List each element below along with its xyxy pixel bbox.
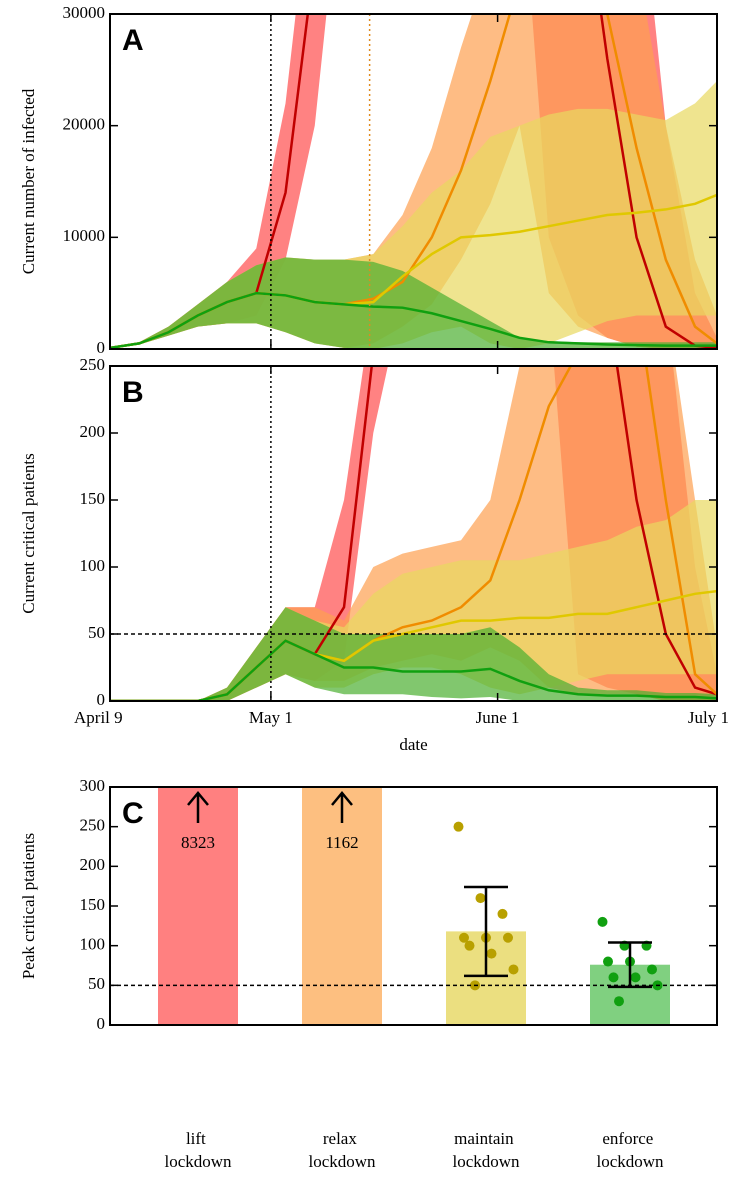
y-tick-label: 250: [80, 816, 106, 835]
plot-area: [110, 366, 717, 701]
y-tick-label: 30000: [63, 3, 106, 22]
data-label: 8323: [181, 833, 215, 852]
y-tick-label: 150: [80, 489, 106, 508]
panel-letter: B: [122, 376, 144, 409]
data-point: [608, 972, 619, 983]
data-point: [647, 964, 657, 975]
band: [110, 257, 717, 349]
data-point: [453, 821, 464, 832]
data-label: 1162: [325, 833, 358, 852]
data-point: [497, 908, 508, 919]
y-tick-label: 150: [80, 895, 106, 914]
data-point: [464, 940, 475, 951]
x-tick-label: June 1: [476, 708, 520, 727]
data-point: [614, 996, 624, 1007]
y-tick-label: 200: [80, 422, 106, 441]
y-axis-label: Peak critical ptatients: [19, 833, 38, 979]
x-tick-label: lift lockdown: [164, 1129, 232, 1171]
x-tick-label: relax lockdown: [308, 1129, 376, 1171]
panel-letter: A: [122, 24, 144, 57]
error-bar: [464, 885, 508, 978]
axes-frame: [109, 13, 718, 350]
y-tick-label: 0: [97, 1014, 106, 1033]
data-point: [630, 972, 641, 983]
axes-frame: [109, 365, 718, 702]
plot-area: [158, 787, 670, 1025]
plot-area: [110, 14, 717, 349]
y-tick-label: 20000: [63, 115, 106, 134]
median-line: [110, 291, 717, 349]
data-point: [603, 956, 613, 967]
y-axis-label: Current number of infected: [19, 88, 38, 274]
y-tick-label: 100: [80, 556, 106, 575]
data-point: [508, 964, 519, 975]
off-scale-arrow: [331, 791, 353, 823]
x-tick-label: maintain lockdown: [452, 1129, 520, 1171]
y-tick-label: 0: [97, 690, 106, 709]
x-tick-label: July 1: [688, 708, 729, 727]
x-tick-label: May 1: [249, 708, 293, 727]
y-tick-label: 300: [80, 776, 106, 795]
data-point: [459, 932, 469, 943]
y-tick-label: 50: [88, 623, 105, 642]
panel-letter: C: [122, 797, 144, 830]
error-bar: [608, 941, 652, 989]
y-tick-label: 200: [80, 855, 106, 874]
y-axis-label: Current critical patients: [19, 453, 38, 614]
y-tick-label: 250: [80, 355, 106, 374]
data-point: [503, 932, 513, 943]
x-tick-label: enforce lockdown: [596, 1129, 664, 1171]
data-point: [597, 916, 608, 927]
data-point: [475, 893, 486, 904]
x-axis-label: date: [399, 735, 427, 754]
y-tick-label: 100: [80, 935, 106, 954]
median-line: [110, 639, 717, 701]
data-point: [486, 948, 497, 959]
y-tick-label: 0: [97, 338, 106, 357]
off-scale-arrow: [187, 791, 209, 823]
axes-frame: [109, 786, 718, 1026]
x-tick-label: April 9: [74, 708, 123, 727]
y-tick-label: 10000: [63, 226, 106, 245]
y-tick-label: 50: [88, 974, 105, 993]
band: [110, 607, 717, 701]
